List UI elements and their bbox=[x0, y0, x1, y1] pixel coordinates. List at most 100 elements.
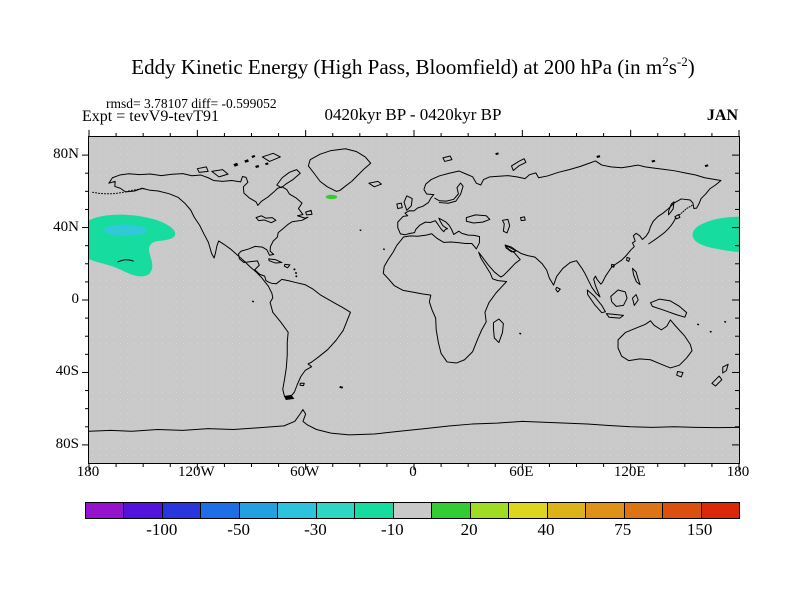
colorbar-segment bbox=[278, 503, 317, 518]
aral-sea bbox=[521, 217, 526, 221]
colorbar-segment bbox=[509, 503, 548, 518]
coastline-hokkaido bbox=[675, 215, 680, 219]
colorbar-segment bbox=[586, 503, 625, 518]
colorbar-segment bbox=[86, 503, 125, 518]
colorbar-tick-label: -30 bbox=[304, 520, 327, 539]
colorbar bbox=[85, 502, 740, 519]
lat-tick-label: 80S bbox=[55, 436, 79, 452]
coastline-antarctica bbox=[89, 410, 739, 435]
world-map-plot bbox=[88, 136, 740, 464]
coastline-sakhalin bbox=[669, 202, 674, 215]
coastline-novaya-zemlya bbox=[512, 159, 526, 171]
coastline-taiwan bbox=[627, 257, 630, 261]
colorbar-segment bbox=[624, 503, 664, 518]
colorbar-labels: -100 -50 -30 -10 20 40 75 150 bbox=[85, 520, 738, 542]
coastline-java bbox=[606, 314, 623, 319]
coastline-svalbard bbox=[443, 156, 452, 161]
falkland-islands bbox=[300, 383, 304, 385]
lat-tick-label: 0 bbox=[71, 291, 80, 307]
lon-tick-label: 60W bbox=[290, 464, 320, 480]
coastline-ellesmere-island bbox=[262, 153, 280, 161]
colorbar-tick-label: -10 bbox=[380, 520, 404, 539]
coastline-new-zealand-north bbox=[723, 364, 728, 373]
coastline-madagascar bbox=[493, 319, 503, 343]
map-canvas bbox=[89, 137, 739, 463]
period-label: 0420kyr BP - 0420kyr BP bbox=[324, 105, 502, 124]
coastline-tasmania bbox=[677, 372, 683, 377]
coastline-great-britain bbox=[404, 196, 412, 210]
latitude-axis: 80N 40N 0 40S 80S bbox=[38, 136, 84, 462]
coastline-new-zealand-south bbox=[712, 376, 722, 386]
caspian-sea bbox=[502, 219, 509, 233]
colorbar-segment bbox=[355, 503, 394, 518]
coastline-hispaniola bbox=[284, 264, 290, 267]
rmsd-diff-stats: rmsd= 3.78107 diff= -0.599052 bbox=[106, 96, 277, 111]
south-georgia-speck bbox=[339, 386, 344, 389]
experiment-label: Expt = tevV9-tevT91 bbox=[82, 108, 219, 125]
longitude-axis: 180 120W 60W 0 60E 120E 180 bbox=[77, 464, 750, 484]
colorbar-segment bbox=[547, 503, 587, 518]
coastline-eurasia-africa bbox=[383, 161, 721, 363]
colorbar-tick-label: 20 bbox=[460, 520, 478, 539]
colorbar-segment bbox=[124, 503, 163, 518]
lat-tick-label: 80N bbox=[53, 146, 79, 162]
colorbar-segment bbox=[470, 503, 510, 518]
anomaly-northeast-pacific bbox=[89, 214, 176, 277]
title-superscript-minus2: -2 bbox=[676, 54, 688, 69]
colorbar-tick-label: 40 bbox=[537, 520, 555, 539]
colorbar-segment bbox=[239, 503, 279, 518]
coastline-baffin-island bbox=[277, 170, 300, 188]
colorbar-tick-label: -100 bbox=[146, 520, 178, 539]
colorbar-segment bbox=[316, 503, 356, 518]
coastline-new-guinea bbox=[651, 299, 687, 317]
ocean-island-specks bbox=[251, 229, 727, 335]
colorbar-tick-label: 150 bbox=[686, 520, 713, 539]
coastline-japan bbox=[649, 218, 676, 244]
coastline-greenland bbox=[308, 149, 370, 192]
title-mid: s bbox=[668, 55, 677, 79]
anomaly-north-atlantic bbox=[325, 194, 338, 200]
coastline-banks-island bbox=[197, 167, 208, 172]
coastlines bbox=[89, 149, 739, 435]
coastline-victoria-island bbox=[212, 170, 228, 177]
anomaly-northeast-pacific-core bbox=[103, 224, 147, 237]
coastline-iceland bbox=[369, 181, 382, 186]
lon-tick-label: 120E bbox=[613, 464, 646, 480]
coastline-hawaii bbox=[118, 260, 133, 262]
title-suffix: ) bbox=[687, 55, 695, 79]
colorbar-tick-label: -50 bbox=[227, 520, 250, 539]
anomaly-regions bbox=[89, 194, 739, 277]
month-label: JAN bbox=[706, 107, 738, 124]
coastline-sulawesi bbox=[632, 295, 638, 306]
title-prefix: Eddy Kinetic Energy (High Pass, Bloomfie… bbox=[131, 55, 663, 79]
kuril-islands bbox=[679, 205, 693, 215]
lon-tick-label: 120W bbox=[177, 464, 215, 480]
coastline-americas bbox=[109, 174, 351, 398]
lon-tick-label: 60E bbox=[509, 464, 534, 480]
coastline-newfoundland bbox=[306, 210, 312, 215]
coastline-philippines bbox=[632, 268, 640, 284]
baltic-sea bbox=[435, 183, 463, 203]
tierra-del-fuego bbox=[284, 394, 295, 400]
coastline-hainan bbox=[611, 264, 614, 267]
coastline-sri-lanka bbox=[556, 287, 561, 292]
antilles-specks bbox=[293, 268, 298, 278]
anomaly-northwest-pacific bbox=[692, 216, 739, 253]
title-superscript-2: 2 bbox=[662, 54, 669, 69]
coastline-cuba bbox=[269, 259, 282, 263]
lon-tick-label: 0 bbox=[409, 464, 417, 480]
colorbar-segment bbox=[162, 503, 202, 518]
colorbar-segment bbox=[663, 503, 702, 518]
page-title: Eddy Kinetic Energy (High Pass, Bloomfie… bbox=[88, 55, 738, 80]
colorbar-segment bbox=[393, 503, 433, 518]
coastline-australia bbox=[618, 320, 692, 368]
lon-tick-label: 180 bbox=[76, 464, 100, 480]
black-sea bbox=[466, 215, 489, 223]
coastline-sumatra bbox=[587, 290, 605, 313]
axis-ticks bbox=[82, 130, 739, 470]
lon-tick-label: 180 bbox=[726, 464, 750, 480]
coastline-borneo bbox=[611, 290, 627, 306]
colorbar-segment bbox=[201, 503, 240, 518]
coastline-aleutians bbox=[93, 189, 145, 194]
